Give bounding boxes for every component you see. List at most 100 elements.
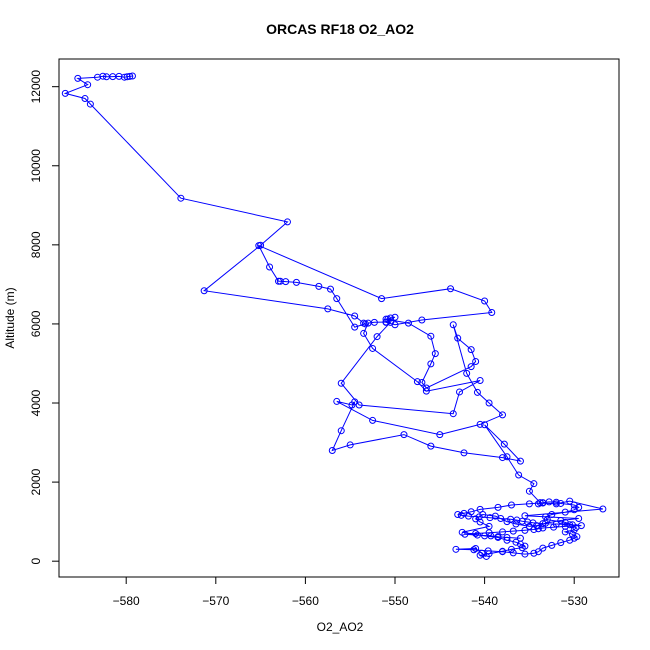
data-point xyxy=(548,541,556,549)
data-point xyxy=(464,512,472,520)
data-point xyxy=(542,513,550,521)
data-point xyxy=(351,323,359,331)
data-point xyxy=(470,546,478,554)
data-point xyxy=(99,72,107,80)
data-point xyxy=(128,72,136,80)
chart-title: ORCAS RF18 O2_AO2 xyxy=(266,21,414,37)
data-point xyxy=(536,499,544,507)
data-point xyxy=(512,520,520,528)
data-point xyxy=(534,548,542,556)
data-point xyxy=(499,411,507,419)
plot-frame xyxy=(58,58,620,578)
data-point xyxy=(413,378,421,386)
data-point xyxy=(337,379,345,387)
data-point xyxy=(516,457,524,465)
data-point xyxy=(476,518,484,526)
data-point xyxy=(518,517,526,525)
data-point xyxy=(454,334,462,342)
data-point xyxy=(525,487,533,495)
data-point xyxy=(557,539,565,547)
series-line xyxy=(63,75,604,557)
data-point xyxy=(126,72,134,80)
y-tick-label: 4000 xyxy=(29,389,43,416)
data-point xyxy=(478,549,486,557)
data-point xyxy=(369,344,377,352)
data-point xyxy=(422,384,430,392)
data-point xyxy=(283,218,291,226)
data-point xyxy=(292,278,300,286)
data-point xyxy=(494,533,502,541)
data-point xyxy=(481,297,489,305)
data-point xyxy=(315,282,323,290)
data-point xyxy=(74,74,82,82)
data-point xyxy=(570,501,578,509)
data-point xyxy=(566,536,574,544)
data-point xyxy=(484,547,492,555)
x-tick-label: −530 xyxy=(561,594,588,608)
data-point xyxy=(275,277,283,285)
data-point xyxy=(566,497,574,505)
data-point xyxy=(552,498,560,506)
data-point xyxy=(548,511,556,519)
data-point xyxy=(463,369,471,377)
data-point xyxy=(404,319,412,327)
data-point xyxy=(324,305,332,313)
x-axis-label: O2_AO2 xyxy=(317,620,364,634)
data-point xyxy=(557,499,565,507)
data-point xyxy=(282,278,290,286)
series-points xyxy=(61,72,607,560)
data-point xyxy=(539,499,547,507)
data-point xyxy=(524,518,532,526)
data-point xyxy=(427,332,435,340)
data-point xyxy=(84,81,92,89)
data-point xyxy=(499,548,507,556)
data-point xyxy=(467,346,475,354)
data-point xyxy=(102,73,110,81)
data-point xyxy=(418,378,426,386)
data-point xyxy=(476,505,484,513)
data-point xyxy=(530,480,538,488)
data-point xyxy=(521,512,529,520)
data-point xyxy=(476,420,484,428)
data-point xyxy=(123,73,131,81)
x-tick-label: −540 xyxy=(471,594,498,608)
data-point xyxy=(200,287,208,295)
data-point xyxy=(481,421,489,429)
data-point xyxy=(539,520,547,528)
data-point xyxy=(521,526,529,534)
y-tick-label: 10000 xyxy=(29,149,43,183)
data-point xyxy=(351,398,359,406)
data-point xyxy=(427,360,435,368)
data-point xyxy=(503,533,511,541)
y-axis: 0 2000 4000 6000 8000 10000 12000 xyxy=(29,70,60,565)
data-point xyxy=(486,514,494,522)
data-point xyxy=(525,500,533,508)
data-point xyxy=(503,518,511,526)
data-point xyxy=(422,387,430,395)
data-point xyxy=(577,522,585,530)
data-point xyxy=(516,534,524,542)
data-point xyxy=(467,363,475,371)
data-point xyxy=(500,440,508,448)
y-tick-label: 2000 xyxy=(29,468,43,495)
data-point xyxy=(566,521,574,529)
data-point xyxy=(255,242,263,250)
data-point xyxy=(599,505,607,513)
data-point xyxy=(326,285,334,293)
data-point xyxy=(575,514,583,522)
data-point xyxy=(461,530,469,538)
x-tick-label: −580 xyxy=(113,594,140,608)
y-axis-label: Altitude (m) xyxy=(3,287,17,348)
data-point xyxy=(539,544,547,552)
data-point xyxy=(476,376,484,384)
y-tick-label: 12000 xyxy=(29,70,43,104)
data-point xyxy=(378,295,386,303)
data-point xyxy=(472,357,480,365)
data-point xyxy=(400,431,408,439)
data-point xyxy=(177,194,185,202)
data-point xyxy=(266,263,274,271)
data-point xyxy=(370,318,378,326)
data-point xyxy=(529,519,537,527)
data-point xyxy=(346,441,354,449)
